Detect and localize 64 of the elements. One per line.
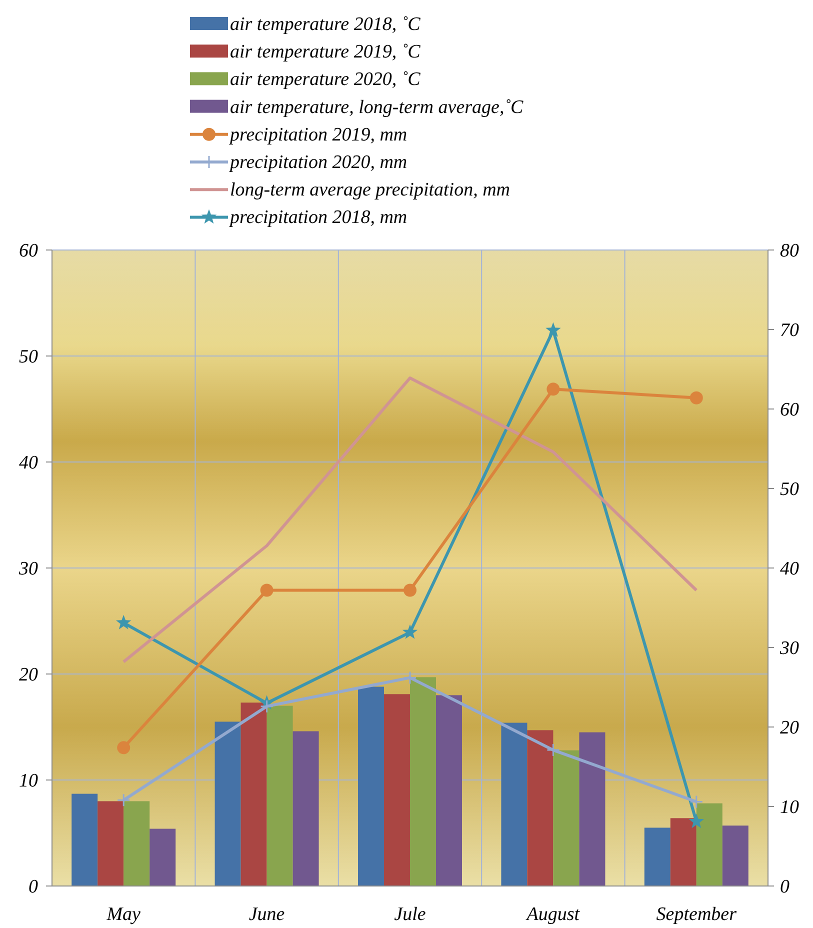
bar [696,803,722,886]
x-tick-label: August [524,904,580,925]
point [402,624,418,639]
point [116,614,132,630]
bar [358,686,384,886]
legend-label: long-term average precipitation, mm [230,180,510,201]
bar [240,702,267,886]
bar [670,818,696,886]
bar [436,695,462,886]
x-tick-label: September [656,904,738,925]
point [403,670,417,684]
x-tick-label: June [248,904,285,925]
bar [98,801,124,886]
bar [527,730,554,886]
legend-label: air temperature 2019, ˚C [230,42,421,63]
y-tick-label: 0 [28,876,38,898]
bar [501,722,528,886]
y-tick-label: 50 [19,346,38,368]
point [404,584,416,597]
y2-tick-label: 20 [780,718,800,739]
bar [150,828,176,886]
bar [266,706,293,886]
x-tick-label: Jule [394,904,426,925]
point [117,741,130,754]
point [260,700,274,714]
y-tick-label: 60 [19,240,38,262]
bar [579,732,606,886]
point [690,391,703,404]
bar [384,694,410,886]
bar [72,794,98,886]
legend-label: air temperature 2018, ˚C [230,14,421,35]
y2-tick-label: 30 [779,638,800,660]
point [116,793,130,807]
bar [722,826,748,886]
y2-tick-label: 80 [780,240,800,262]
point [546,322,561,337]
point [260,584,274,597]
y-tick-label: 30 [18,558,38,580]
line-series [122,376,698,664]
legend-label: precipitation 2019, mm [228,124,408,146]
y2-tick-label: 70 [780,320,800,342]
x-tick-label: May [106,904,142,925]
legend-label: precipitation 2018, mm [228,207,408,228]
bar [553,750,580,886]
legend-label: air temperature, long-term average,˚C [230,96,524,118]
y2-tick-label: 60 [780,400,800,421]
y-tick-label: 10 [19,770,38,792]
bar [644,828,670,886]
point [546,382,560,396]
legend-label: precipitation 2020, mm [228,152,408,173]
y-tick-label: 20 [19,664,38,686]
point [546,743,560,757]
y-tick-label: 40 [19,452,38,474]
legend-label: air temperature 2020, ˚C [230,69,421,90]
point [690,794,704,808]
bar [124,801,150,886]
y2-tick-label: 0 [780,876,790,898]
y2-tick-label: 50 [780,479,800,500]
y2-tick-label: 10 [780,797,800,818]
y2-tick-label: 40 [780,558,800,580]
bar [214,722,241,886]
point [688,814,704,828]
bar [292,731,319,886]
bar [410,677,436,886]
